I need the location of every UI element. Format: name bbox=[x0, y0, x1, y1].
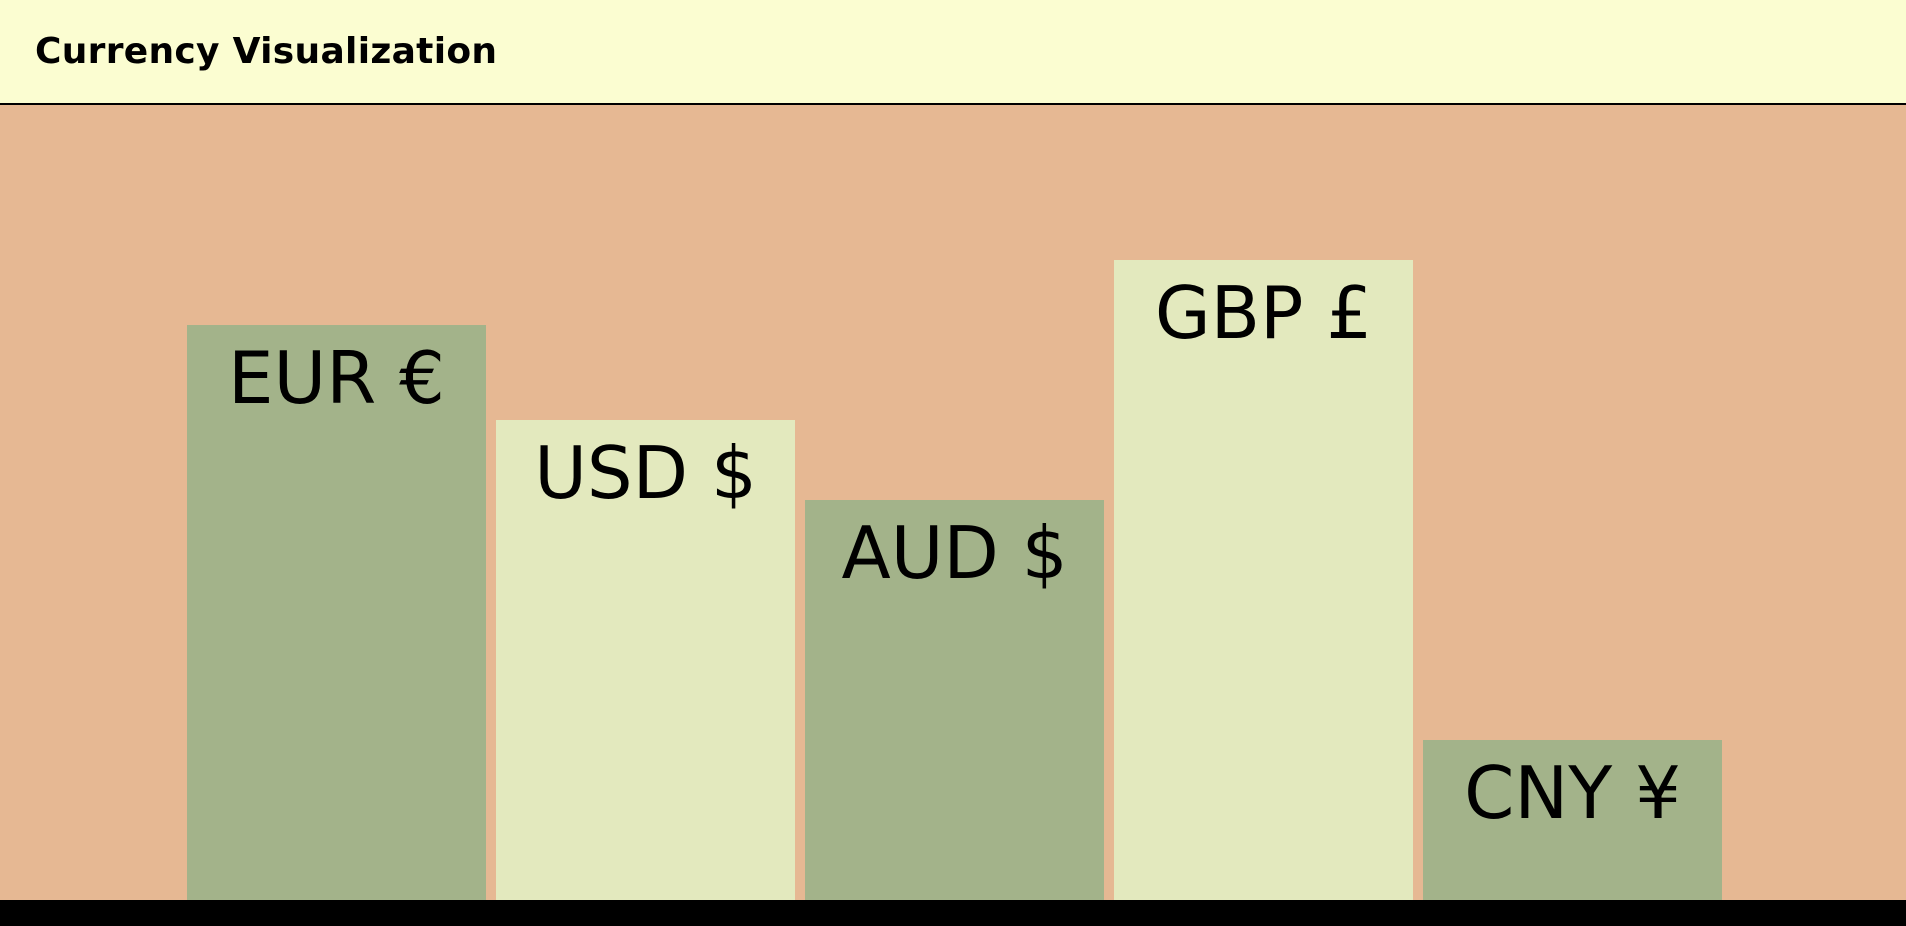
bar-label-2: AUD $ bbox=[841, 511, 1068, 595]
header: Currency Visualization bbox=[0, 0, 1906, 105]
page-title: Currency Visualization bbox=[35, 31, 498, 72]
bar-label-3: GBP £ bbox=[1154, 271, 1373, 355]
chart-area: EUR € USD $ AUD $ GBP £ CNY ¥ bbox=[0, 105, 1906, 900]
bar-label-0: EUR € bbox=[228, 336, 445, 420]
bar-label-4: CNY ¥ bbox=[1464, 751, 1681, 835]
bar-2: AUD $ bbox=[805, 500, 1104, 900]
bottom-bar bbox=[0, 900, 1906, 926]
bar-label-1: USD $ bbox=[534, 431, 757, 515]
bar-3: GBP £ bbox=[1114, 260, 1413, 900]
bar-4: CNY ¥ bbox=[1423, 740, 1722, 900]
bar-0: EUR € bbox=[187, 325, 486, 900]
bar-1: USD $ bbox=[496, 420, 795, 900]
